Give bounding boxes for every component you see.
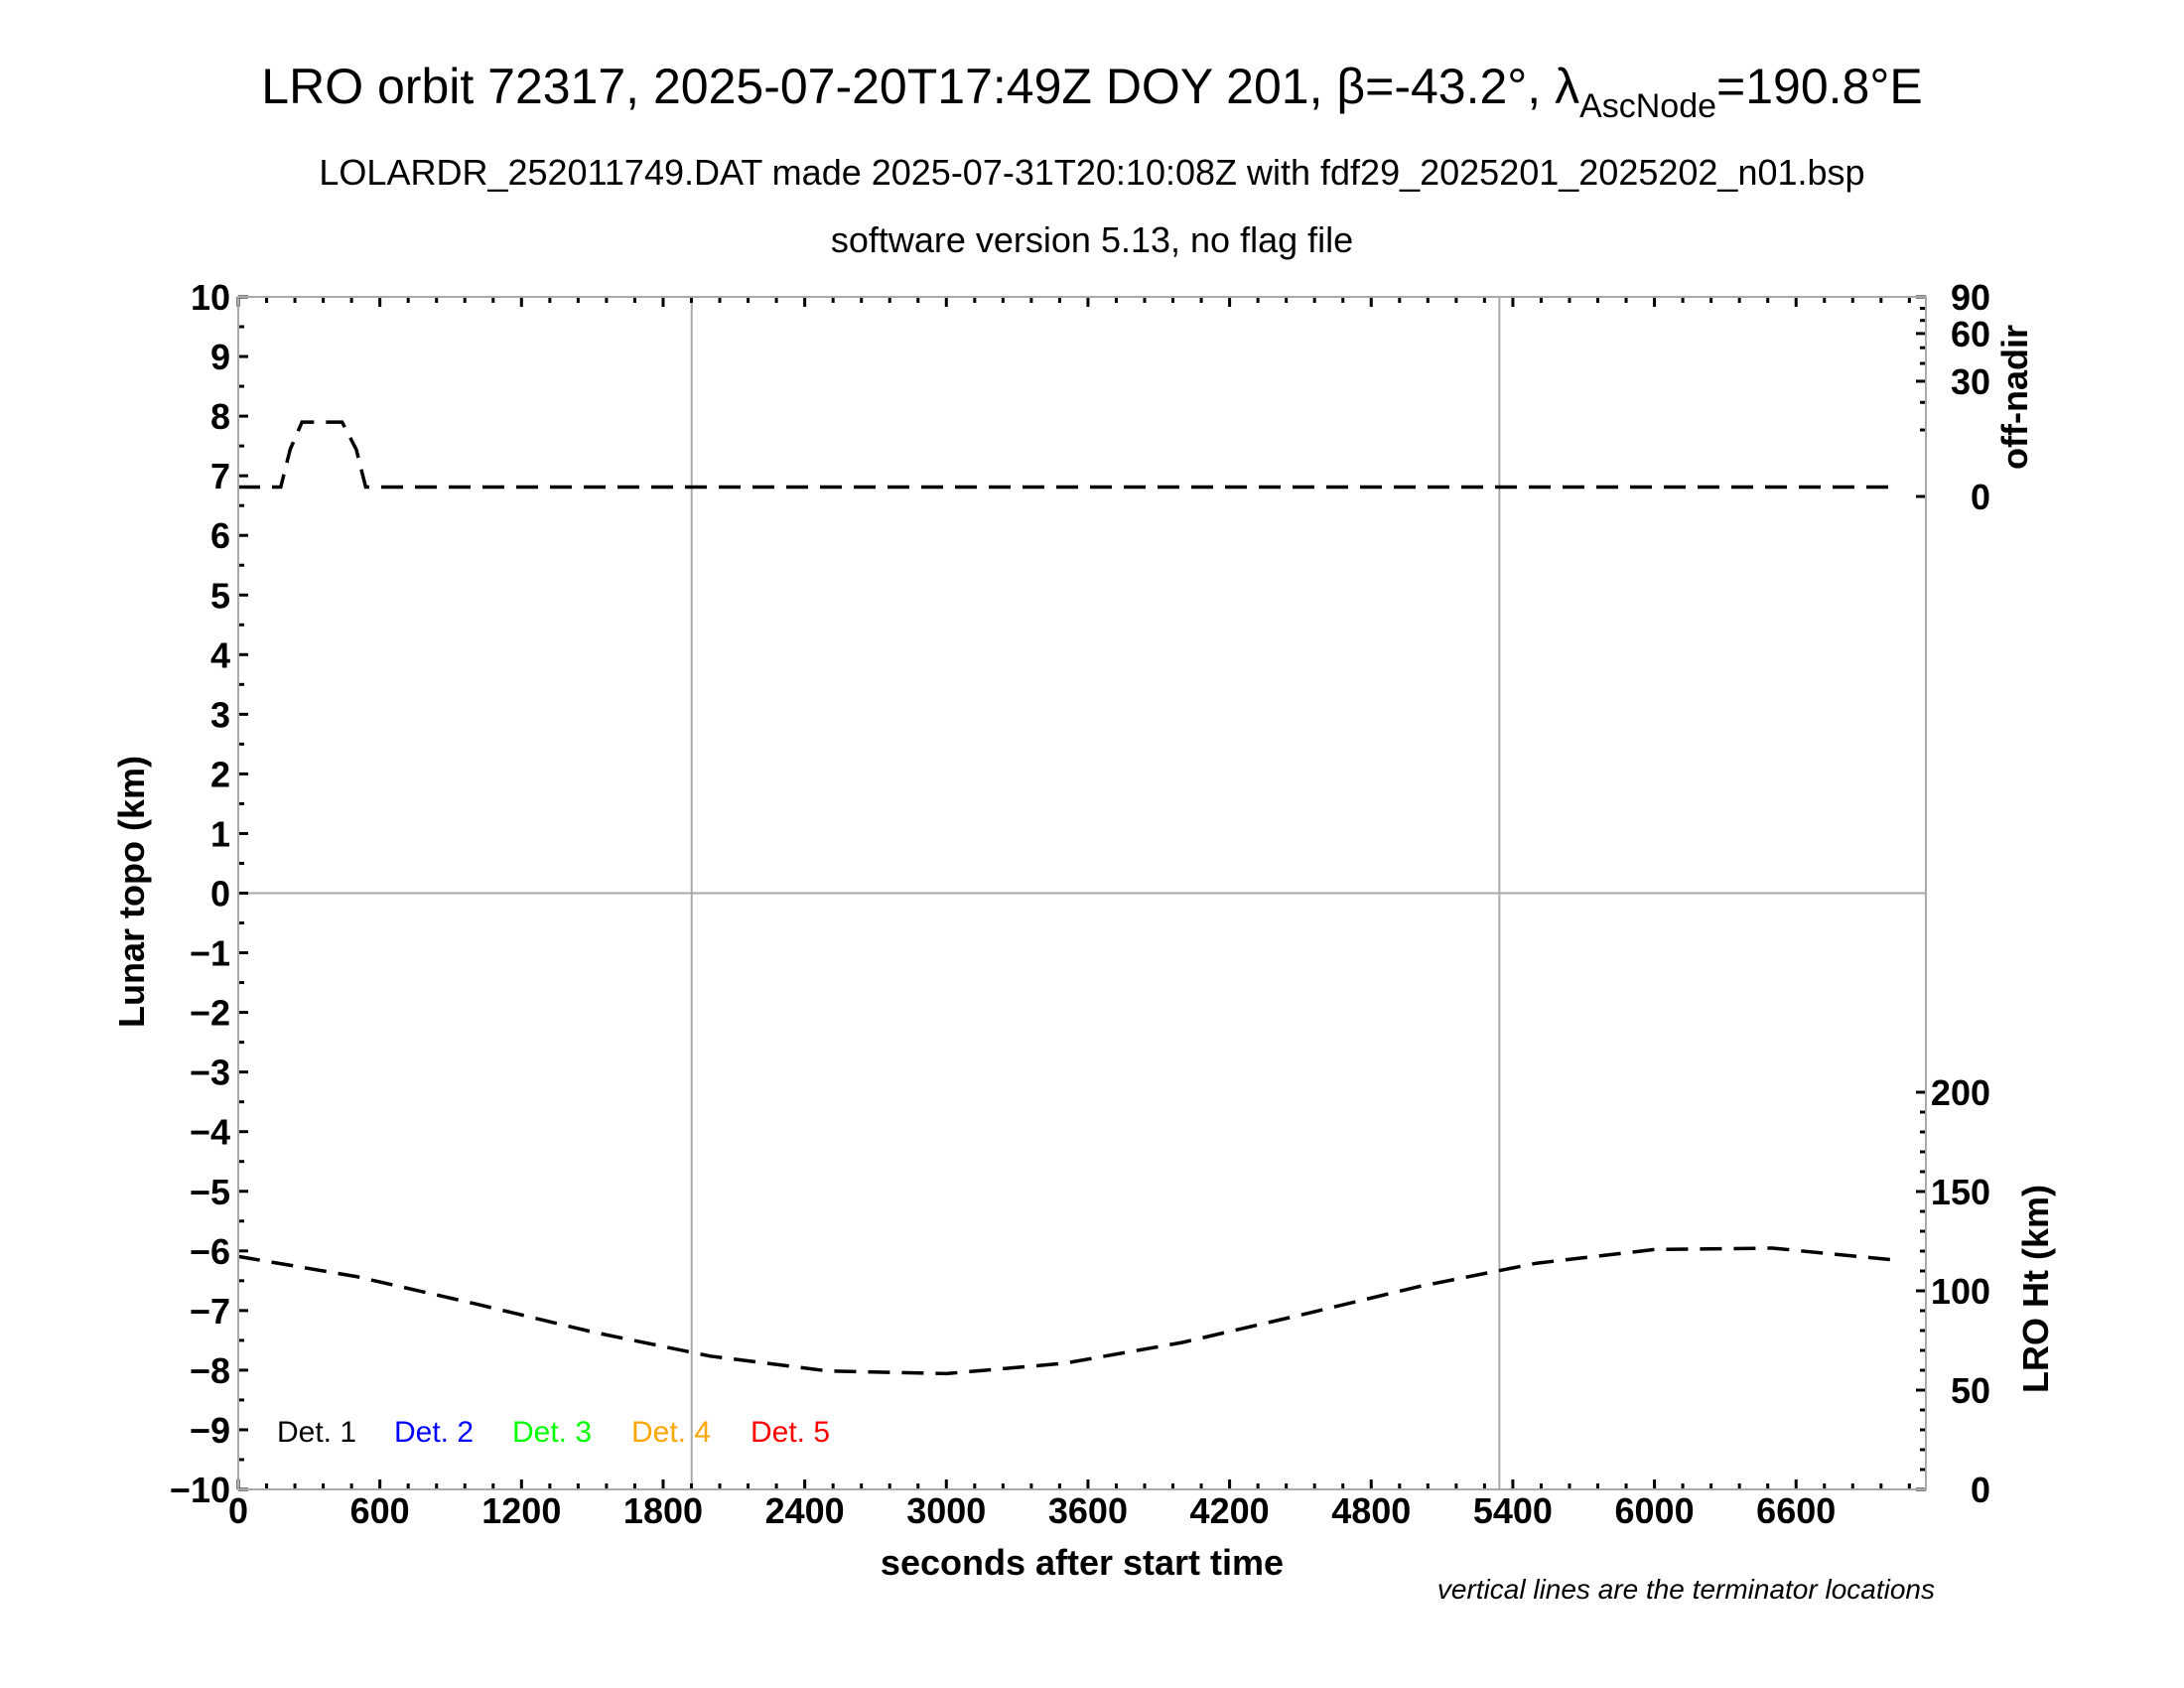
height-tick-label: 200 [1931,1072,1990,1113]
x-tick-label: 3000 [906,1490,986,1531]
y-tick-label: −7 [190,1291,230,1332]
off-nadir-tick-label: 90 [1951,277,1990,318]
y-tick-label: −5 [190,1172,230,1212]
height-tick-label: 100 [1931,1271,1990,1312]
y-tick-label: −1 [190,933,230,974]
legend-item-det-4: Det. 4 [631,1416,711,1449]
footnote: vertical lines are the terminator locati… [1437,1574,1935,1605]
y-tick-label: 5 [210,575,230,616]
chart-subtitle-2: software version 5.13, no flag file [831,219,1353,260]
x-tick-label: 600 [350,1490,410,1531]
height-tick-label: 0 [1971,1470,1990,1510]
x-tick-label: 1800 [623,1490,703,1531]
x-tick-label: 6600 [1756,1490,1836,1531]
off-nadir-tick-label: 0 [1971,477,1990,517]
tick-labels: 0 600 1200 1800 2400 3000 3600 4200 4800 5400 6000… [170,277,1990,1531]
y-tick-label: 0 [210,874,230,914]
y-tick-label: −9 [190,1410,230,1451]
chart-subtitle-1: LOLARDR_252011749.DAT made 2025-07-31T20… [319,152,1864,193]
height-tick-label: 50 [1951,1370,1990,1411]
legend-item-det-2: Det. 2 [394,1416,474,1449]
series-lines [237,420,1891,1376]
legend: Det. 1 Det. 2 Det. 3 Det. 4 Det. 5 [277,1416,830,1449]
y2-axis-label-lro-height: LRO Ht (km) [2015,1185,2056,1393]
x-tick-label: 1200 [481,1490,561,1531]
y-tick-label: 2 [210,754,230,794]
legend-item-det-3: Det. 3 [512,1416,592,1449]
x-tick-label: 6000 [1615,1490,1695,1531]
plot-frame [237,296,1927,1490]
y-tick-label: 7 [210,456,230,496]
x-tick-label: 0 [228,1490,248,1531]
y-axis-label: Lunar topo (km) [111,756,152,1028]
off-nadir-tick-label: 30 [1951,361,1990,402]
x-tick-label: 2400 [765,1490,845,1531]
lro-height-line [237,1246,1891,1376]
y-tick-label: 6 [210,515,230,556]
y-tick-label: −6 [190,1231,230,1272]
legend-item-det-5: Det. 5 [751,1416,830,1449]
grid-lines [238,297,1926,1489]
x-tick-label: 4200 [1190,1490,1270,1531]
y2-axis-label-off-nadir: off-nadir [1994,325,2035,470]
x-axis-label: seconds after start time [881,1542,1284,1583]
x-tick-label: 5400 [1473,1490,1553,1531]
y-tick-label: 4 [210,634,230,675]
height-tick-label: 150 [1931,1172,1990,1212]
y-tick-label: −10 [170,1470,230,1510]
y-tick-label: 9 [210,337,230,377]
y-tick-label: 10 [191,277,230,318]
y-tick-label: −8 [190,1350,230,1391]
y-tick-label: −4 [190,1112,230,1153]
chart-title: LRO orbit 72317, 2025-07-20T17:49Z DOY 2… [261,59,1922,125]
off-nadir-tick-label: 60 [1951,314,1990,354]
y-tick-label: 8 [210,396,230,437]
x-tick-label: 4800 [1331,1490,1411,1531]
legend-item-det-1: Det. 1 [277,1416,356,1449]
y-tick-label: −3 [190,1053,230,1093]
x-tick-label: 3600 [1048,1490,1128,1531]
y-tick-label: 3 [210,694,230,735]
off-nadir-line [238,420,1891,490]
y-tick-label: 1 [210,813,230,854]
y-tick-label: −2 [190,993,230,1034]
